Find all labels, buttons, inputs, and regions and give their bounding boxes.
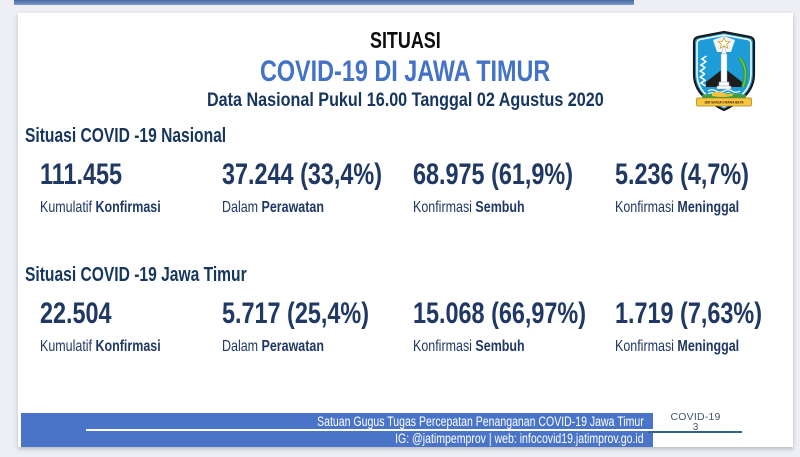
stat-value: 22.504 <box>40 297 112 330</box>
section-nasional-stats: 111.455 Kumulatif Konfirmasi 37.244 (33,… <box>25 157 787 241</box>
footer-banner: Satuan Gugus Tugas Percepatan Penanganan… <box>21 413 653 447</box>
stat-label: Kumulatif Konfirmasi <box>40 338 161 355</box>
stat-value: 5.717 (25,4%) <box>222 297 369 330</box>
page-number: 3 <box>692 422 699 433</box>
stat-value: 111.455 <box>40 158 123 191</box>
stat-jatim-kumulatif: 22.504 Kumulatif Konfirmasi <box>40 296 195 356</box>
footer-divider <box>86 429 653 431</box>
stat-jatim-sembuh: 15.068 (66,97%) Konfirmasi Sembuh <box>413 296 635 356</box>
section-jawa-timur-header: Situasi COVID -19 Jawa Timur <box>25 264 247 286</box>
stat-nasional-kumulatif: 111.455 Kumulatif Konfirmasi <box>40 157 195 217</box>
stat-value: 5.236 (4,7%) <box>615 158 749 191</box>
stat-nasional-meninggal: 5.236 (4,7%) Konfirmasi Meninggal <box>615 157 787 217</box>
stat-value: 15.068 (66,97%) <box>413 297 587 330</box>
stat-label: Dalam Perawatan <box>222 338 324 355</box>
title-situasi: SITUASI <box>370 27 441 53</box>
stat-nasional-perawatan: 37.244 (33,4%) Dalam Perawatan <box>222 157 427 217</box>
stat-jatim-perawatan: 5.717 (25,4%) Dalam Perawatan <box>222 296 410 356</box>
section-jawa-timur-stats: 22.504 Kumulatif Konfirmasi 5.717 (25,4%… <box>25 296 787 380</box>
stat-label: Kumulatif Konfirmasi <box>40 199 161 216</box>
title-block: SITUASI COVID-19 DI JAWA TIMUR Data Nasi… <box>18 25 793 113</box>
stat-value: 68.975 (61,9%) <box>413 158 574 191</box>
section-jawa-timur: Situasi COVID -19 Jawa Timur 22.504 Kumu… <box>25 264 787 380</box>
previous-page-footer-sliver <box>14 0 634 5</box>
page-indicator-label: COVID-19 <box>670 411 721 423</box>
footer-line-contacts: IG: @jatimpemprov | web: infocovid19.jat… <box>395 431 644 446</box>
subtitle-data-nasional: Data Nasional Pukul 16.00 Tanggal 02 Agu… <box>207 90 604 111</box>
section-nasional-header: Situasi COVID -19 Nasional <box>25 125 227 147</box>
stat-nasional-sembuh: 68.975 (61,9%) Konfirmasi Sembuh <box>413 157 618 217</box>
stat-label: Konfirmasi Meninggal <box>615 338 740 355</box>
stat-label: Dalam Perawatan <box>222 199 324 216</box>
jawa-timur-crest-icon: JER BASUKI MAWA BEYA <box>692 30 756 112</box>
stat-label: Konfirmasi Sembuh <box>413 199 525 216</box>
slide-page: SITUASI COVID-19 DI JAWA TIMUR Data Nasi… <box>18 13 793 447</box>
stat-label: Konfirmasi Meninggal <box>615 199 740 216</box>
page-indicator-underline <box>648 431 742 433</box>
stat-jatim-meninggal: 1.719 (7,63%) Konfirmasi Meninggal <box>615 296 800 356</box>
section-nasional: Situasi COVID -19 Nasional 111.455 Kumul… <box>25 125 787 241</box>
crest-motto-text: JER BASUKI MAWA BEYA <box>704 101 744 105</box>
stat-value: 1.719 (7,63%) <box>615 297 762 330</box>
page-indicator: COVID-19 3 <box>648 411 743 433</box>
stat-value: 37.244 (33,4%) <box>222 158 383 191</box>
title-covid19-jawa-timur: COVID-19 DI JAWA TIMUR <box>260 55 551 88</box>
footer-line-taskforce: Satuan Gugus Tugas Percepatan Penanganan… <box>317 414 644 429</box>
jawa-timur-crest-logo: JER BASUKI MAWA BEYA <box>688 30 760 112</box>
stat-label: Konfirmasi Sembuh <box>413 338 525 355</box>
